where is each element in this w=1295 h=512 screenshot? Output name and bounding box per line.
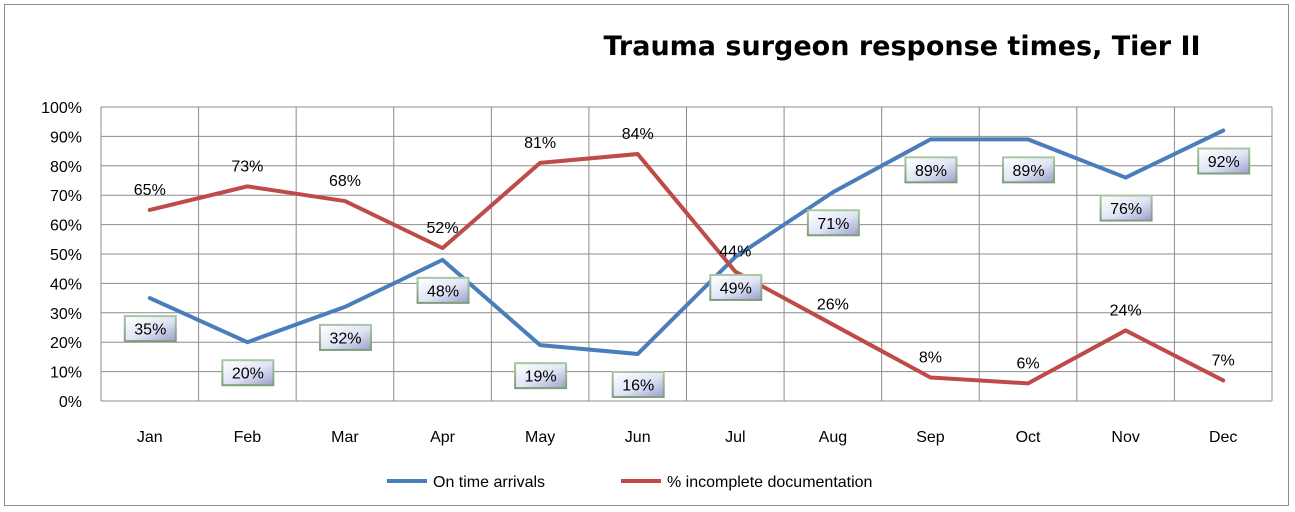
y-tick-label: 80%: [50, 159, 82, 176]
data-label: 76%: [1110, 201, 1142, 218]
grid: [100, 106, 1273, 402]
data-label-box-fill: [1004, 158, 1054, 182]
series-line-2: [147, 152, 1226, 386]
x-tick-label: Oct: [1016, 429, 1041, 446]
data-label: 73%: [231, 158, 263, 175]
data-labels: 35% 20% 32% 48% 19% 16% 49% 71% 89% 89% 76% 92% 65% 7…: [123, 126, 1251, 398]
data-label: 52%: [427, 220, 459, 237]
y-tick-label: 70%: [50, 188, 82, 205]
data-label-box: 76%: [1099, 194, 1153, 222]
legend-label: % incomplete documentation: [667, 474, 872, 491]
data-label-box-fill: [1101, 196, 1151, 220]
data-label: 68%: [329, 173, 361, 190]
data-label-box-fill: [1199, 149, 1249, 173]
data-label: 32%: [329, 330, 361, 347]
y-tick-label: 90%: [50, 129, 82, 146]
data-label: 35%: [134, 322, 166, 339]
series-line-1: [147, 128, 1226, 356]
data-label-box: 32%: [318, 323, 372, 351]
x-axis: Jan Feb Mar Apr May Jun Jul Aug Sep Oct Nov Dec: [137, 429, 1238, 446]
data-label-box: 71%: [806, 209, 860, 237]
data-label-box: 89%: [1002, 156, 1056, 184]
data-label: 16%: [622, 377, 654, 394]
y-tick-label: 100%: [41, 100, 82, 117]
legend: On time arrivals % incomplete documentati…: [387, 474, 872, 491]
y-tick-label: 30%: [50, 306, 82, 323]
x-tick-label: Jul: [725, 429, 745, 446]
chart-frame: [4, 4, 1289, 506]
data-label: 8%: [919, 349, 942, 366]
x-tick-label: Mar: [331, 429, 359, 446]
data-label-box: 19%: [514, 362, 568, 390]
data-label-box: 89%: [904, 156, 958, 184]
x-tick-label: May: [525, 429, 555, 446]
y-tick-label: 0%: [59, 394, 82, 411]
data-label-box-fill: [906, 158, 956, 182]
data-label-box-fill: [320, 325, 370, 349]
data-label-box-fill: [418, 278, 468, 302]
data-label-box-fill: [711, 275, 761, 299]
y-tick-label: 40%: [50, 276, 82, 293]
data-label: 65%: [134, 182, 166, 199]
data-label-box: 92%: [1197, 147, 1251, 175]
series-group: [147, 128, 1226, 386]
data-label: 84%: [622, 126, 654, 143]
data-label-box-fill: [223, 361, 273, 385]
chart-title: Trauma surgeon response times, Tier II: [603, 31, 1200, 62]
data-label-box-fill: [613, 372, 663, 396]
legend-label: On time arrivals: [433, 474, 545, 491]
x-tick-label: Jan: [137, 429, 163, 446]
y-tick-label: 50%: [50, 247, 82, 264]
data-label: 19%: [525, 369, 557, 386]
data-label-box: 48%: [416, 276, 470, 304]
y-tick-label: 10%: [50, 365, 82, 382]
y-tick-label: 20%: [50, 335, 82, 352]
data-label: 89%: [1013, 163, 1045, 180]
data-label: 49%: [720, 280, 752, 297]
data-label-box: 35%: [123, 315, 177, 343]
data-label-box: 16%: [611, 370, 665, 398]
data-label-box: 20%: [221, 359, 275, 387]
y-tick-label: 60%: [50, 218, 82, 235]
data-label: 24%: [1110, 302, 1142, 319]
data-label: 48%: [427, 283, 459, 300]
data-label-box: 49%: [709, 273, 763, 301]
data-label: 26%: [817, 297, 849, 314]
x-tick-label: Nov: [1111, 429, 1139, 446]
data-label-box-fill: [125, 317, 175, 341]
x-tick-label: Dec: [1209, 429, 1237, 446]
data-label: 92%: [1208, 154, 1240, 171]
x-tick-label: Sep: [916, 429, 945, 446]
data-label: 81%: [524, 135, 556, 152]
data-label: 6%: [1016, 355, 1039, 372]
x-tick-label: Feb: [234, 429, 262, 446]
legend-item-1: On time arrivals: [387, 474, 545, 491]
data-label: 89%: [915, 163, 947, 180]
x-tick-label: Aug: [819, 429, 847, 446]
data-label: 7%: [1212, 352, 1235, 369]
x-tick-label: Jun: [625, 429, 651, 446]
data-label: 44%: [719, 244, 751, 261]
data-label-box-fill: [516, 364, 566, 388]
legend-item-2: % incomplete documentation: [621, 474, 872, 491]
data-label: 20%: [232, 366, 264, 383]
y-axis: 0% 10% 20% 30% 40% 50% 60% 70% 80% 90% 100%: [41, 100, 82, 411]
data-label: 71%: [817, 216, 849, 233]
data-label-box-fill: [808, 211, 858, 235]
x-tick-label: Apr: [430, 429, 456, 446]
